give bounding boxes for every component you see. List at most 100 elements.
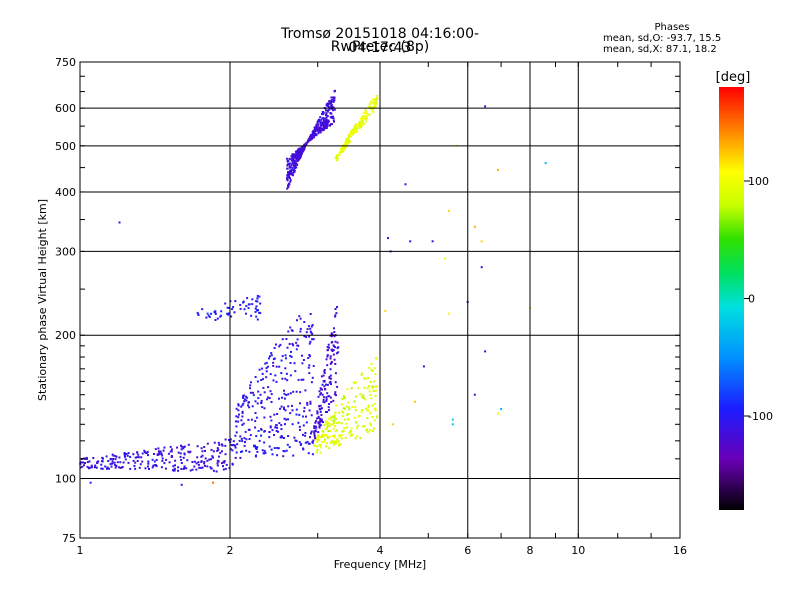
data-point (245, 312, 247, 315)
data-point (260, 379, 263, 381)
data-point (242, 402, 245, 405)
data-point (210, 448, 213, 451)
data-point (311, 376, 314, 379)
data-point (254, 426, 257, 429)
data-point (210, 467, 213, 470)
data-point (315, 451, 318, 454)
data-point (303, 406, 306, 409)
data-point (214, 310, 217, 313)
data-point (109, 463, 112, 466)
data-point (123, 454, 126, 457)
y-tick-label: 300 (55, 245, 76, 258)
data-point (295, 157, 298, 160)
data-point (147, 454, 149, 457)
data-point (124, 455, 126, 458)
data-point (297, 159, 300, 161)
data-point (318, 425, 321, 428)
data-point (356, 424, 359, 427)
data-point (122, 461, 125, 464)
data-point (286, 346, 289, 349)
data-point (276, 454, 279, 457)
data-point (242, 422, 245, 425)
data-point (335, 155, 338, 158)
data-point (325, 433, 328, 436)
data-point (239, 303, 242, 306)
data-point (322, 124, 325, 127)
data-point (269, 373, 272, 376)
data-point (355, 395, 357, 398)
data-point (328, 108, 331, 111)
x-axis-label: Frequency [MHz] (334, 558, 426, 571)
data-point (275, 424, 278, 427)
data-point (154, 448, 157, 451)
data-point (387, 237, 389, 240)
data-point (177, 466, 180, 469)
data-point (204, 449, 206, 452)
data-point (305, 143, 308, 146)
data-point (331, 440, 334, 443)
data-point (299, 391, 302, 394)
data-point (329, 100, 332, 103)
data-point (334, 381, 337, 384)
data-point (295, 341, 298, 344)
data-point (344, 436, 347, 439)
data-point (326, 425, 329, 428)
data-point (244, 441, 246, 444)
data-point (365, 114, 368, 117)
data-point (307, 442, 310, 445)
data-point (302, 424, 305, 427)
data-point (328, 435, 331, 438)
data-point (248, 450, 251, 453)
data-point (269, 415, 272, 418)
data-point (350, 434, 353, 437)
data-point (137, 456, 140, 459)
data-point (322, 400, 325, 403)
data-point (340, 434, 343, 437)
data-point (329, 368, 332, 371)
data-point (247, 401, 250, 404)
data-point (200, 455, 203, 458)
data-point (324, 388, 327, 391)
data-point (193, 460, 196, 463)
data-point (339, 151, 342, 154)
data-point (292, 157, 295, 160)
data-point (333, 96, 336, 99)
data-point (367, 404, 370, 407)
data-point (335, 312, 338, 315)
data-point (373, 419, 376, 422)
data-point (288, 446, 291, 449)
data-point (296, 319, 298, 322)
data-point (332, 106, 335, 109)
data-point (256, 402, 259, 405)
data-point (345, 139, 348, 142)
data-point (291, 329, 294, 332)
data-point (370, 368, 373, 371)
y-tick-label: 400 (55, 186, 76, 199)
data-point (343, 418, 346, 421)
data-point (271, 453, 274, 456)
data-point (216, 317, 219, 320)
data-point (333, 440, 336, 443)
data-point (315, 420, 317, 423)
data-point (136, 460, 139, 462)
data-point (342, 394, 345, 397)
x-tick-label: 1 (77, 544, 84, 557)
data-point (312, 131, 315, 134)
data-point (309, 355, 311, 358)
data-point (245, 305, 248, 308)
data-point (298, 441, 301, 444)
data-point (234, 300, 237, 303)
data-point (369, 381, 372, 383)
data-point (324, 117, 327, 120)
data-point (360, 120, 363, 123)
data-point (372, 430, 374, 432)
data-point (313, 133, 316, 136)
data-point (334, 340, 337, 343)
data-point (374, 373, 377, 375)
data-point (237, 404, 240, 407)
data-point (249, 434, 252, 437)
data-point (273, 434, 275, 436)
data-point (333, 416, 336, 419)
data-point (289, 354, 292, 357)
data-point (193, 465, 196, 468)
